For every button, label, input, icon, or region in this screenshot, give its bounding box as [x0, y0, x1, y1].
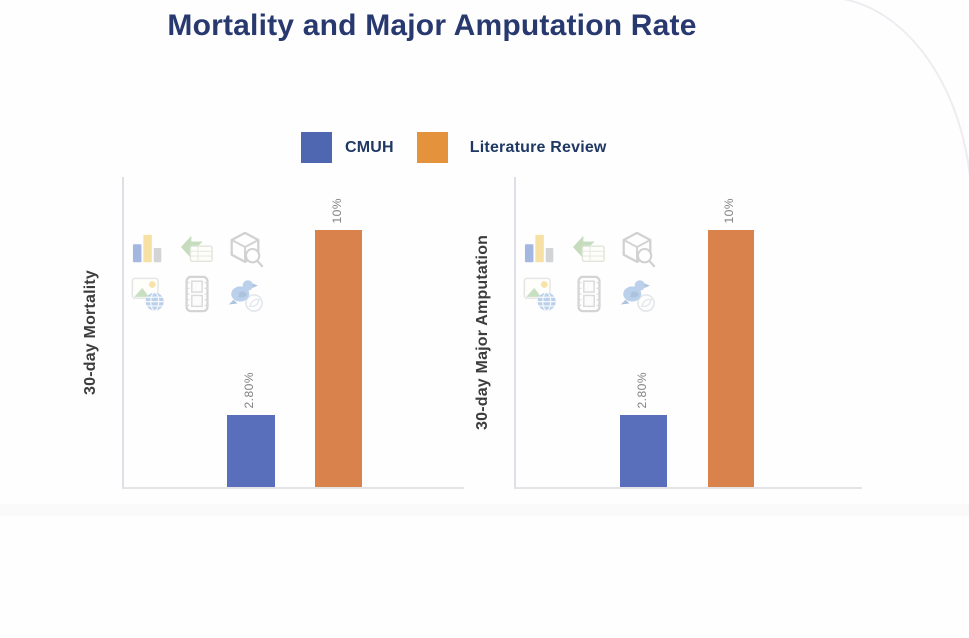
3d-model-icon	[616, 229, 658, 268]
video-icon	[176, 274, 218, 313]
bar-value-label: 2.80%	[634, 372, 649, 409]
bar-value-label: 10%	[329, 198, 344, 224]
bar-value-label: 10%	[722, 198, 736, 224]
presentation-slide: Mortality and Major Amputation Rate CMUH…	[0, 9, 969, 516]
chart-legend: CMUH Literature Review	[301, 132, 607, 163]
stock-image-icon	[128, 274, 170, 313]
bar-cmuh	[620, 415, 667, 487]
icon-library-icon	[616, 274, 658, 313]
legend-swatch-cmuh	[301, 132, 332, 163]
smartart-icon	[568, 229, 610, 268]
bar-value-label: 2.80%	[242, 372, 256, 409]
bar-literature-review	[315, 230, 362, 487]
video-icon	[568, 274, 610, 313]
y-axis-title: 30-day Mortality	[82, 269, 99, 395]
slide-title: Mortality and Major Amputation Rate	[167, 9, 697, 42]
legend-swatch-literature-review	[416, 132, 448, 163]
bar-chart-icon	[520, 229, 562, 268]
bar-cmuh	[227, 415, 275, 487]
placeholder-icons-watermark	[128, 229, 268, 313]
bottom-band	[0, 504, 969, 516]
bar-literature-review	[708, 230, 754, 487]
3d-model-icon	[224, 229, 266, 268]
y-axis-title: 30-day Major Amputation	[474, 234, 491, 430]
placeholder-icons-watermark	[520, 229, 660, 313]
stock-image-icon	[520, 274, 562, 313]
legend-label-cmuh: CMUH	[345, 138, 394, 156]
icon-library-icon	[224, 274, 266, 313]
chart-30-day-mortality: 30-day Mortality	[82, 177, 464, 489]
smartart-icon	[176, 229, 218, 268]
legend-label-literature-review: Literature Review	[469, 138, 607, 156]
chart-30-day-major-amputation: 30-day Major Amputation	[474, 177, 862, 489]
bar-chart-icon	[128, 229, 170, 268]
